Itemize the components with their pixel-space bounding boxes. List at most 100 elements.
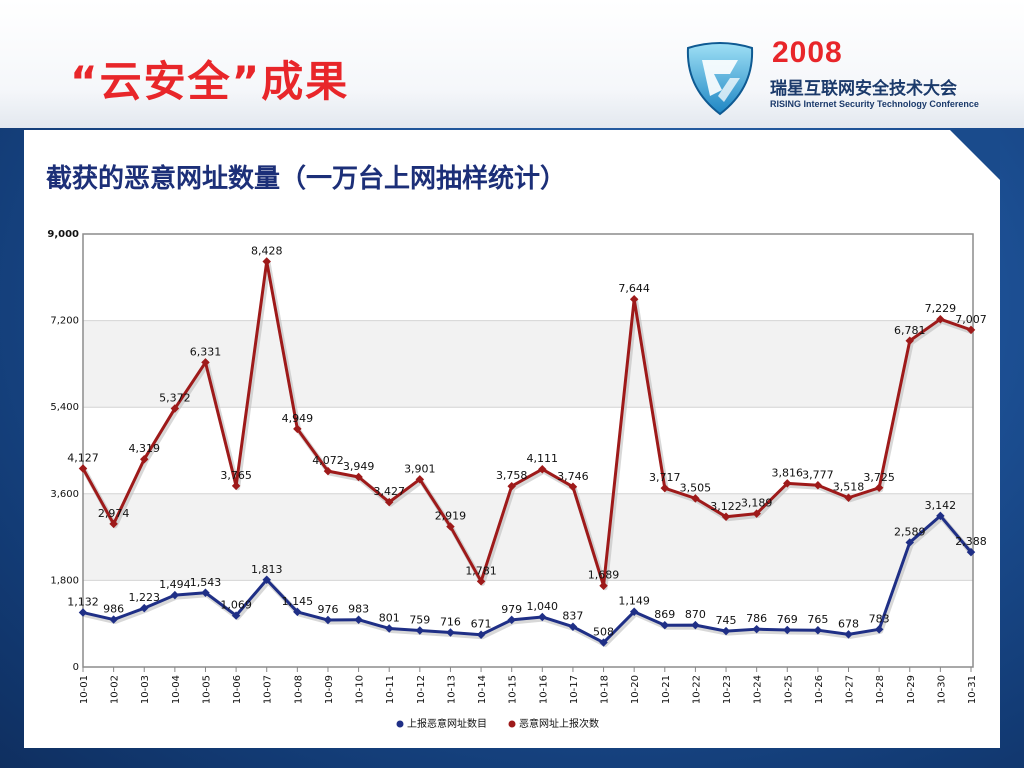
- data-label: 1,781: [465, 564, 497, 577]
- plot-frame: [82, 233, 974, 668]
- y-tick-label: 0: [73, 662, 79, 673]
- x-tick-label: 10-12: [416, 675, 427, 704]
- x-tick-label: 10-30: [936, 675, 947, 704]
- x-tick-label: 10-18: [600, 675, 611, 704]
- data-label: 870: [685, 608, 706, 621]
- data-label: 979: [501, 603, 522, 616]
- data-label: 1,494: [159, 578, 191, 591]
- data-label: 2,919: [435, 510, 467, 523]
- data-point: [78, 464, 88, 473]
- legend-item: 上报恶意网址数目: [396, 717, 487, 730]
- x-tick-label: 10-25: [783, 675, 794, 704]
- data-label: 1,040: [527, 600, 559, 613]
- data-label: 3,765: [220, 469, 252, 482]
- data-label: 3,746: [557, 470, 589, 483]
- data-label: 3,901: [404, 462, 436, 475]
- x-tick-label: 10-11: [385, 675, 396, 704]
- logo-year: 2008: [772, 36, 843, 69]
- data-label: 2,974: [98, 507, 130, 520]
- data-point: [905, 538, 915, 547]
- grid-band: [83, 580, 973, 667]
- x-tick-label: 10-07: [263, 675, 274, 704]
- data-point: [476, 630, 486, 639]
- data-label: 986: [103, 603, 124, 616]
- data-label: 1,069: [220, 599, 252, 612]
- panel-corner-fold: [950, 130, 1000, 180]
- legend-marker: [396, 720, 404, 728]
- data-point: [139, 603, 149, 613]
- data-point: [201, 358, 210, 367]
- data-point: [874, 625, 884, 634]
- legend-marker: [508, 720, 516, 728]
- x-tick-label: 10-17: [569, 675, 580, 704]
- x-tick-label: 10-09: [324, 675, 335, 704]
- series-line: [82, 514, 973, 645]
- data-point: [170, 404, 180, 413]
- x-tick-label: 10-05: [201, 675, 212, 704]
- data-label: 5,372: [159, 392, 191, 405]
- data-label: 2,388: [955, 535, 987, 548]
- data-label: 1,145: [282, 595, 314, 608]
- data-point: [783, 479, 792, 488]
- y-tick-label: 1,800: [50, 575, 79, 586]
- data-point: [323, 615, 333, 625]
- data-label: 1,813: [251, 563, 283, 576]
- data-label: 1,132: [67, 596, 99, 609]
- x-tick-label: 10-21: [661, 675, 672, 704]
- x-tick-label: 10-22: [691, 675, 702, 704]
- data-label: 3,427: [373, 485, 405, 498]
- data-label: 3,949: [343, 460, 375, 473]
- x-tick-label: 10-27: [845, 675, 856, 704]
- data-label: 1,543: [190, 576, 222, 589]
- data-point: [262, 257, 271, 266]
- x-tick-label: 10-15: [508, 675, 519, 704]
- data-point: [415, 475, 425, 484]
- data-point: [813, 481, 823, 490]
- legend-item: 恶意网址上报次数: [508, 717, 599, 730]
- x-tick-label: 10-08: [293, 675, 304, 704]
- data-label: 765: [807, 613, 828, 626]
- legend-label: 恶意网址上报次数: [519, 717, 599, 730]
- data-label: 783: [869, 612, 890, 625]
- data-label: 983: [348, 603, 369, 616]
- slide-header: “云安全”成果 2008 瑞星互联网安全技术大会 RISING Internet…: [0, 0, 1024, 128]
- data-label: 678: [838, 617, 859, 630]
- x-tick-label: 10-01: [79, 675, 90, 704]
- data-point: [507, 481, 516, 491]
- slide-title: “云安全”成果: [70, 57, 350, 106]
- data-label: 769: [777, 613, 798, 626]
- data-point: [568, 482, 578, 492]
- data-point: [507, 615, 516, 625]
- data-label: 4,127: [67, 451, 99, 464]
- data-label: 7,007: [955, 313, 987, 326]
- data-point: [966, 325, 976, 335]
- data-point: [446, 522, 455, 531]
- data-label: 3,758: [496, 469, 528, 482]
- data-label: 7,644: [618, 282, 650, 295]
- data-point: [262, 575, 271, 585]
- data-label: 671: [471, 618, 492, 631]
- data-label: 7,229: [925, 302, 957, 315]
- chart-title: 截获的恶意网址数量（一万台上网抽样统计）: [46, 164, 567, 194]
- data-label: 1,223: [128, 591, 160, 604]
- data-point: [293, 424, 302, 434]
- data-point: [139, 454, 149, 464]
- data-label: 6,781: [894, 324, 926, 337]
- y-tick-label: 5,400: [50, 402, 79, 413]
- data-label: 2,589: [894, 525, 926, 538]
- data-point: [476, 577, 486, 586]
- data-label: 4,111: [527, 452, 559, 465]
- data-label: 4,072: [312, 454, 344, 467]
- data-point: [446, 628, 455, 637]
- data-point: [599, 581, 608, 590]
- data-point: [354, 615, 363, 624]
- x-tick-label: 10-29: [906, 675, 917, 704]
- grid-band: [83, 493, 973, 581]
- legend: 上报恶意网址数目 恶意网址上报次数: [396, 717, 599, 730]
- data-point: [660, 620, 670, 630]
- data-label: 786: [746, 612, 767, 625]
- data-label: 3,725: [863, 471, 895, 484]
- data-label: 745: [716, 614, 737, 627]
- data-point: [538, 464, 547, 474]
- shield-logo-icon: [686, 42, 754, 116]
